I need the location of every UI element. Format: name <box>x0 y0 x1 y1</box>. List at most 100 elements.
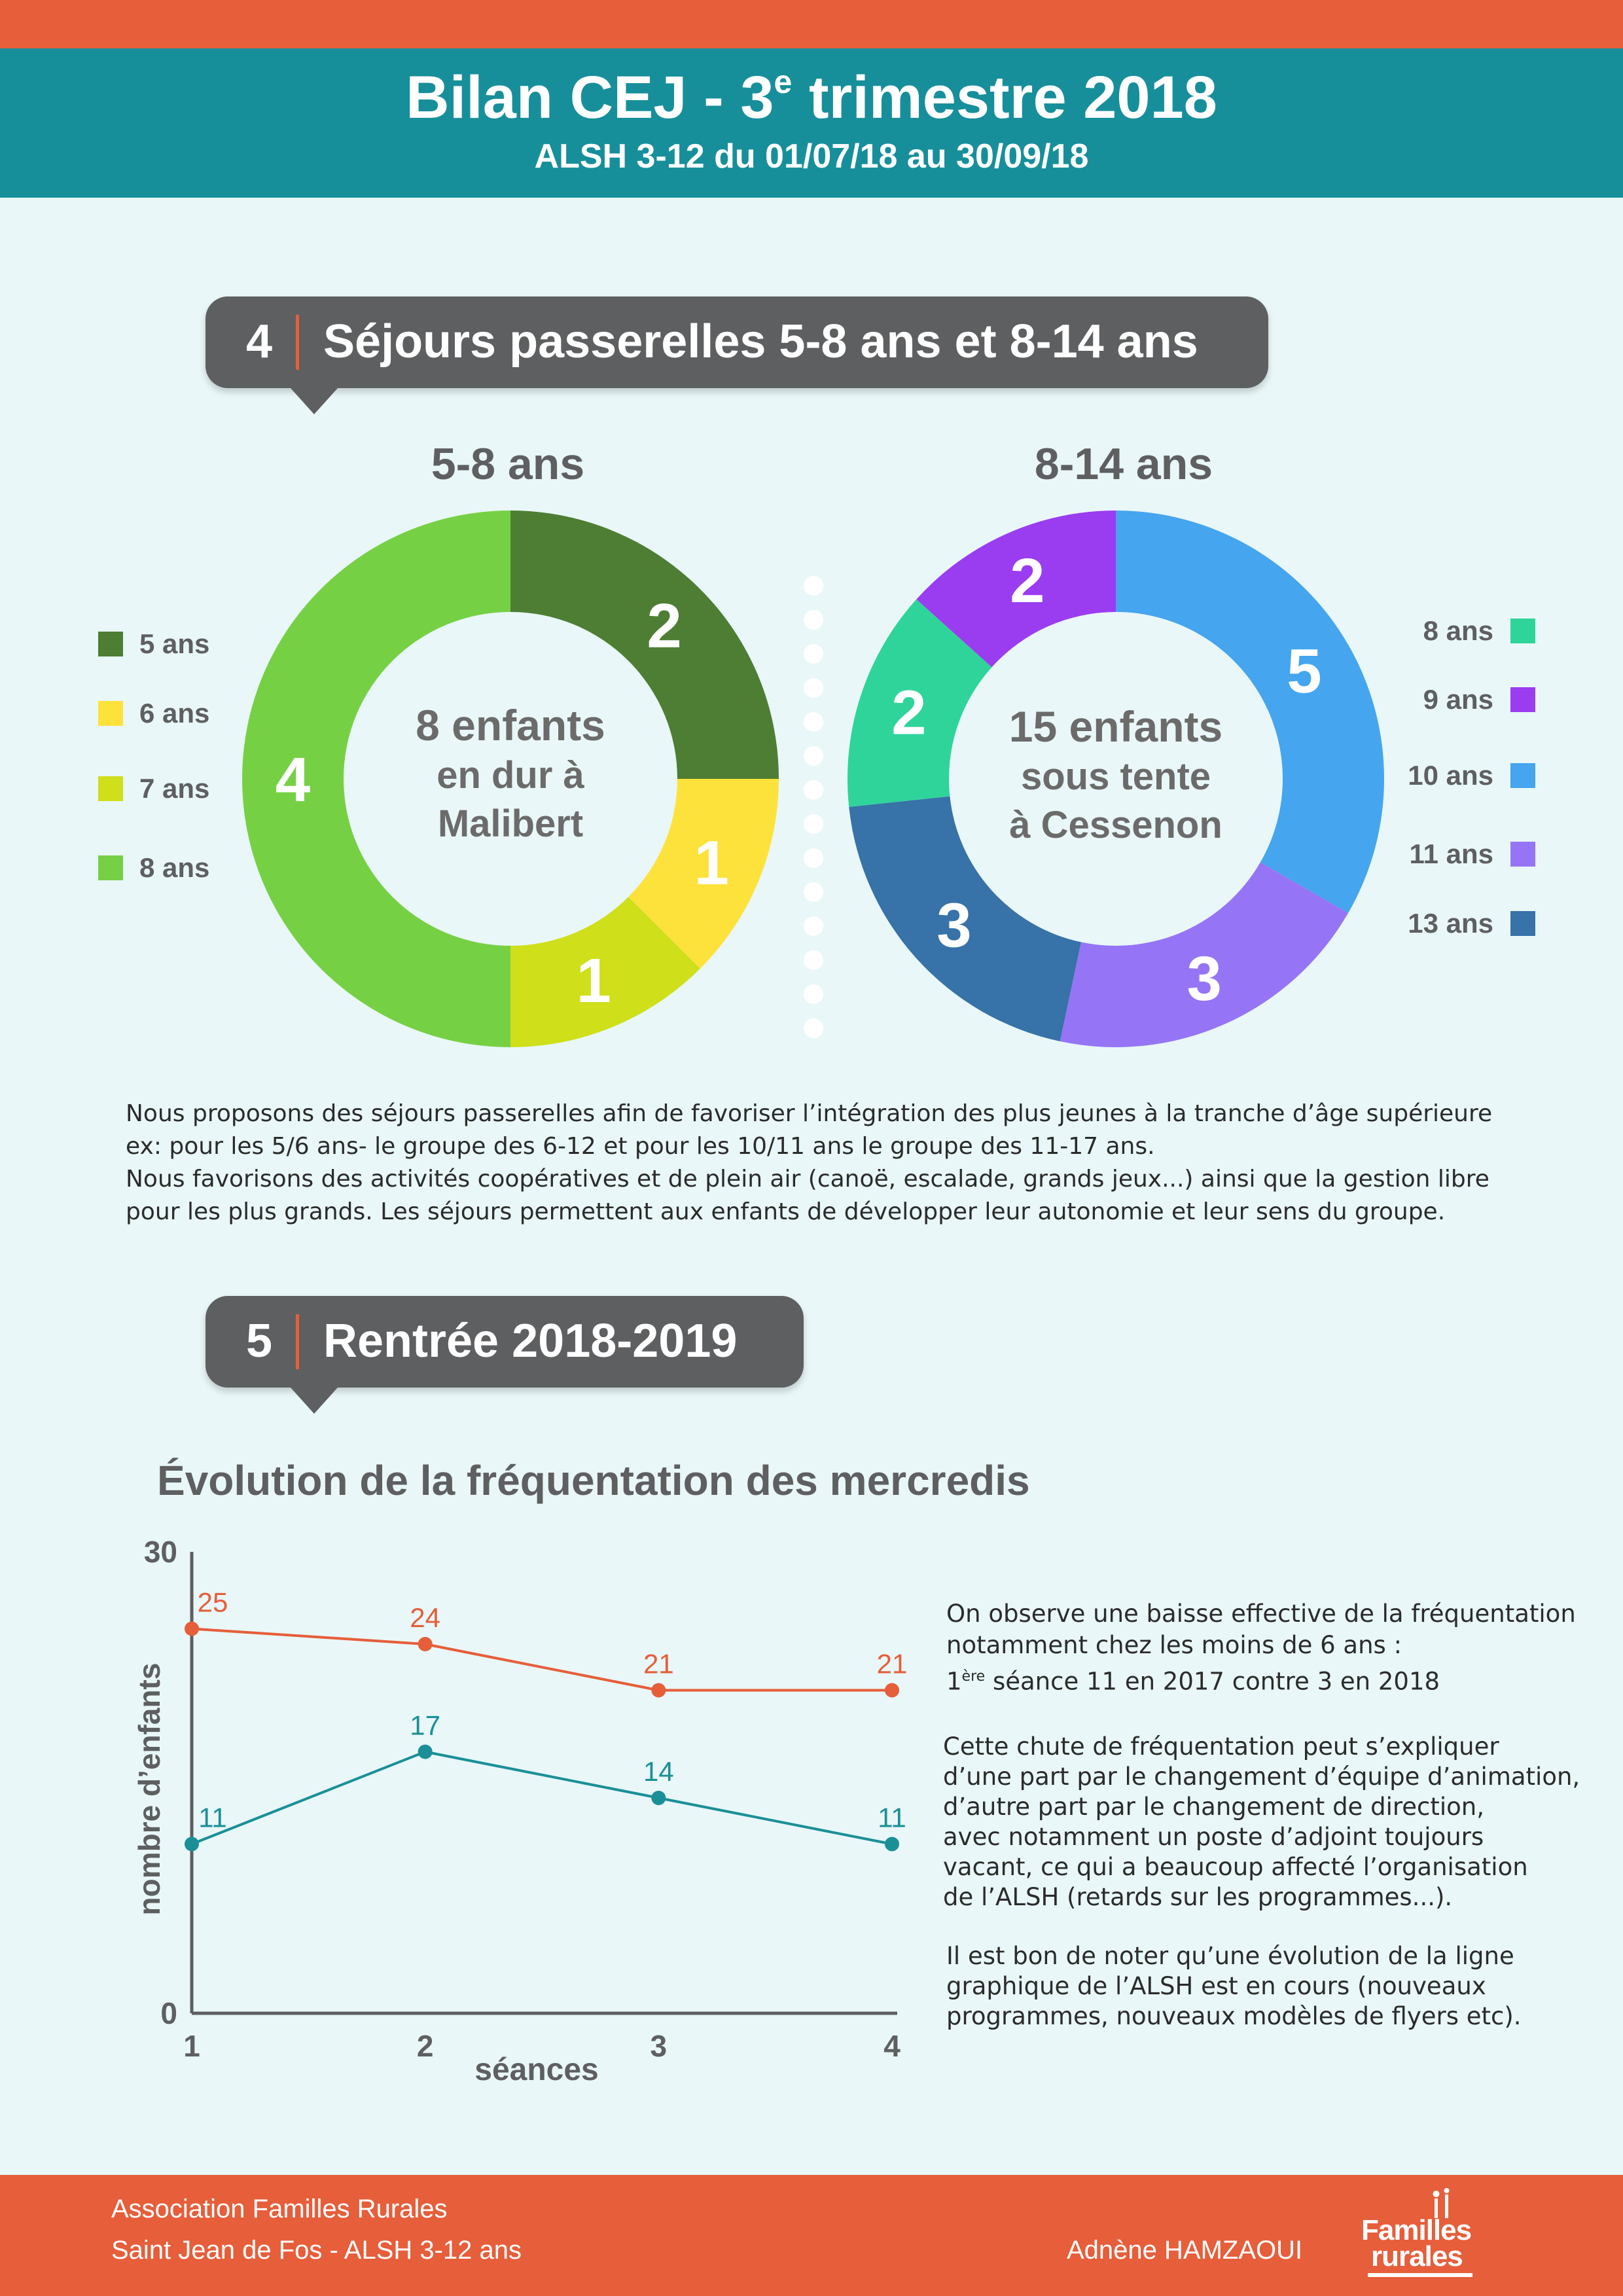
notes-line: avec notamment un poste d’adjoint toujou… <box>943 1823 1484 1851</box>
data-point <box>185 1621 199 1636</box>
center-line: Malibert <box>437 802 584 845</box>
legend-label: 8 ans <box>1423 615 1493 646</box>
page-subtitle: ALSH 3-12 du 01/07/18 au 30/09/18 <box>534 137 1089 175</box>
section-5-pointer <box>291 1388 338 1414</box>
center-count: 15 enfants <box>1008 702 1223 751</box>
paragraph-line: ex: pour les 5/6 ans- le groupe des 6-12… <box>126 1133 1155 1160</box>
notes-line: de l’ALSH (retards sur les programmes...… <box>943 1883 1453 1911</box>
data-label: 17 <box>410 1710 440 1741</box>
data-point <box>885 1837 899 1852</box>
legend-swatch <box>98 701 123 726</box>
notes-block-2: Cette chute de fréquentation peut s’expl… <box>943 1732 1597 1912</box>
section-title: Rentrée 2018-2019 <box>323 1315 738 1367</box>
slice-value-label: 1 <box>694 828 728 898</box>
section-divider <box>296 315 299 370</box>
legend-label: 11 ans <box>1409 838 1493 869</box>
legend-label: 9 ans <box>1423 684 1493 715</box>
footer-location: Saint Jean de Fos - ALSH 3-12 ans <box>111 2236 522 2265</box>
legend-label: 6 ans <box>139 698 210 728</box>
notes-line: On observe une baisse effective de la fr… <box>946 1600 1576 1628</box>
data-label: 24 <box>410 1602 440 1633</box>
separator-dot <box>804 576 823 596</box>
section-divider <box>296 1314 299 1369</box>
y-axis-label: nombre d’enfants <box>132 1663 166 1916</box>
data-point <box>651 1791 666 1805</box>
separator-dot <box>804 678 823 698</box>
slice-value-label: 2 <box>891 677 926 747</box>
header-band: Bilan CEJ - 3e trimestre 2018 ALSH 3-12 … <box>0 48 1623 198</box>
center-count: 8 enfants <box>416 701 605 749</box>
donut-slice-5-ans <box>510 511 779 779</box>
donut-left-title: 5-8 ans <box>431 439 585 489</box>
legend-swatch <box>1510 619 1535 643</box>
legend-swatch <box>98 776 123 801</box>
logo-text: Familles <box>1361 2214 1472 2246</box>
separator-dot <box>804 746 823 766</box>
donut-slice-8-ans <box>242 511 510 1047</box>
legend-swatch <box>98 632 123 656</box>
donut-right-center: 15 enfants sous tente à Cessenon <box>946 700 1286 850</box>
y-tick-label: 30 <box>144 1535 177 1569</box>
donut-right-title: 8-14 ans <box>1034 439 1213 489</box>
x-tick-label: 3 <box>651 2029 668 2063</box>
slice-value-label: 5 <box>1287 636 1321 706</box>
x-tick-label: 1 <box>183 2029 200 2063</box>
separator-dot <box>804 780 823 800</box>
separator-dot <box>804 712 823 732</box>
data-label: 21 <box>643 1649 674 1679</box>
separator-dot <box>804 1018 823 1038</box>
center-line: en dur à <box>437 754 584 797</box>
slice-value-label: 3 <box>936 890 971 960</box>
logo-figures-icon <box>1433 2188 1450 2218</box>
slice-value-label: 1 <box>577 946 611 1016</box>
line-chart: 0 30 1 2 3 4 séances nombre d’enfants 25 24 21 21 11… <box>132 1535 907 2087</box>
footer: Association Familles Rurales Saint Jean … <box>0 2175 1623 2296</box>
legend-swatch <box>98 855 123 880</box>
donut-chart-5-8: 2 1 1 4 <box>242 511 779 1047</box>
notes-line: vacant, ce qui a beaucoup affecté l’orga… <box>943 1853 1528 1881</box>
donut-slice-8-ans <box>847 599 992 807</box>
donut-slice-7-ans <box>510 897 700 1047</box>
data-point <box>418 1744 433 1759</box>
donut-slice-13-ans <box>849 796 1081 1042</box>
legend-swatch <box>1510 687 1535 712</box>
separator-dot <box>804 950 823 970</box>
data-point <box>418 1637 433 1651</box>
data-label: 14 <box>643 1756 674 1787</box>
dotted-separator <box>804 576 823 1047</box>
line-chart-title: Évolution de la fréquentation des mercre… <box>157 1457 1030 1504</box>
slice-value-label: 2 <box>1010 546 1044 616</box>
series-line <box>191 1750 893 1846</box>
notes-line: notamment chez les moins de 6 ans : <box>946 1631 1402 1659</box>
center-line: sous tente <box>1020 755 1211 798</box>
footer-author: Adnène HAMZAOUI <box>1067 2236 1303 2265</box>
section-4-header: 4 Séjours passerelles 5-8 ans et 8-14 an… <box>205 296 1268 388</box>
slice-value-label: 3 <box>1187 944 1222 1014</box>
notes-line: Cette chute de fréquentation peut s’expl… <box>943 1732 1499 1761</box>
x-tick-label: 4 <box>883 2029 901 2063</box>
separator-dot <box>804 984 823 1004</box>
data-point <box>885 1683 899 1698</box>
donut-slice-9-ans <box>916 511 1116 668</box>
x-axis-label: séances <box>474 2053 599 2087</box>
logo-underline <box>1368 2273 1472 2277</box>
notes-line: d’autre part par le changement de direct… <box>943 1793 1484 1821</box>
footer-association: Association Familles Rurales <box>111 2195 448 2223</box>
donut-chart-8-14: 5 3 3 2 2 <box>847 511 1384 1047</box>
y-tick-label: 0 <box>160 1996 177 2030</box>
section-title: Séjours passerelles 5-8 ans et 8-14 ans <box>323 315 1198 368</box>
legend-label: 10 ans <box>1408 760 1493 791</box>
separator-dot <box>804 882 823 902</box>
donut-slice-6-ans <box>628 779 779 969</box>
section-number: 5 <box>246 1315 273 1367</box>
section-5-header: 5 Rentrée 2018-2019 <box>205 1296 804 1388</box>
paragraph-line: Nous proposons des séjours passerelles a… <box>126 1100 1493 1127</box>
notes-line: programmes, nouveaux modèles de flyers e… <box>946 2002 1522 2030</box>
series-line <box>191 1627 892 1692</box>
section-number: 4 <box>246 315 273 368</box>
legend-label: 8 ans <box>139 852 210 883</box>
data-point <box>185 1837 199 1852</box>
notes-block-3: Il est bon de noter qu’une évolution de … <box>946 1941 1601 2032</box>
legend-label: 5 ans <box>139 628 210 659</box>
legend-swatch <box>1510 763 1535 788</box>
